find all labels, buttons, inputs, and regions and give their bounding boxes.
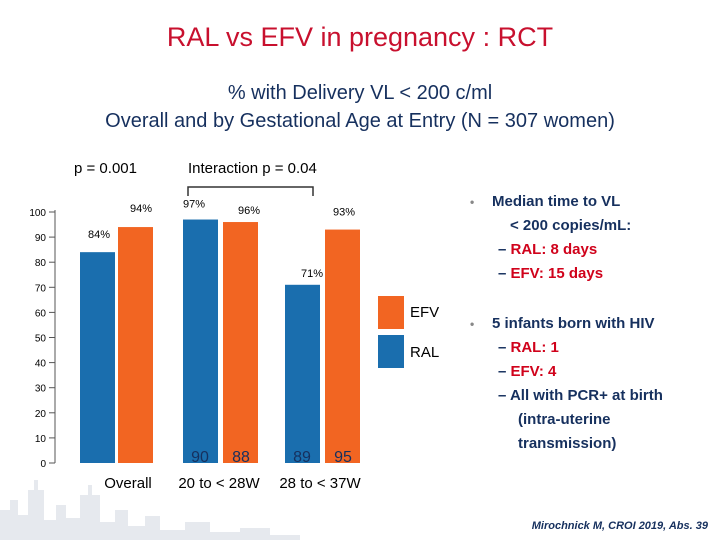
data-label-ral-0: 84%: [88, 229, 110, 241]
count-efv-20-28w: 88: [232, 449, 250, 466]
citation: Mirochnick M, CROI 2019, Abs. 39: [531, 520, 708, 532]
bars: 84% 97% 71% 94% 96% 93%: [80, 199, 360, 463]
skyline-decoration: [0, 480, 300, 540]
legend-label-efv: EFV: [410, 304, 439, 321]
interaction-bracket: [187, 186, 314, 196]
skyline-shape: [0, 480, 300, 540]
category-labels: Overall 20 to < 28W 28 to < 37W: [104, 475, 361, 492]
bar-efv-1: [223, 222, 258, 463]
legend-swatch-efv: [378, 296, 404, 329]
data-label-efv-2: 93%: [333, 207, 355, 219]
p-value-label: p = 0.001: [74, 160, 137, 177]
data-label-efv-0: 94%: [130, 203, 152, 215]
data-label-ral-2: 71%: [301, 268, 323, 280]
count-efv-28-37w: 95: [334, 449, 352, 466]
bullet1-line1: Median time to VL: [492, 193, 621, 210]
bullet2-sub3: – All with PCR+ at birth: [498, 387, 663, 404]
bullet2-sub3-line2: (intra-uterine: [518, 411, 611, 428]
y-tick-label: 10: [35, 434, 47, 445]
y-tick-label: 20: [35, 409, 47, 420]
bullet2-line1: 5 infants born with HIV: [492, 315, 655, 332]
y-tick-label: 50: [35, 334, 47, 345]
bullet2-sub2: – EFV: 4: [498, 363, 557, 380]
bar-efv-0: [118, 227, 153, 463]
legend-swatch-ral: [378, 335, 404, 368]
bracket-line: [187, 186, 314, 196]
y-tick-label: 70: [35, 283, 47, 294]
data-label-efv-1: 96%: [238, 205, 260, 217]
bar-ral-1: [183, 219, 218, 463]
bar-efv-2: [325, 229, 360, 463]
slide-title: RAL vs EFV in pregnancy : RCT: [166, 22, 554, 52]
category-label-28-37w: 28 to < 37W: [279, 475, 361, 492]
bullet2-sub1: – RAL: 1: [498, 339, 559, 356]
legend: EFV RAL: [378, 296, 439, 368]
y-tick-label: 0: [40, 459, 46, 470]
bar-ral-2: [285, 284, 320, 463]
group-counts: 90 88 89 95: [191, 449, 352, 466]
bullet-dot: •: [470, 317, 475, 331]
bullet2-sub3-line3: transmission): [518, 435, 617, 452]
y-tick-label: 30: [35, 384, 47, 395]
y-axis: 0 10 20 30 40 50 60 70 80 90 100: [29, 208, 56, 470]
y-tick-label: 60: [35, 308, 47, 319]
count-ral-20-28w: 90: [191, 449, 209, 466]
y-tick-label: 80: [35, 258, 47, 269]
y-tick-label: 90: [35, 233, 47, 244]
bar-ral-0: [80, 252, 115, 463]
y-tick-label: 40: [35, 359, 47, 370]
chart-subtitle-line2: Overall and by Gestational Age at Entry …: [105, 110, 615, 132]
bullet1-sub1: – RAL: 8 days: [498, 241, 598, 258]
category-label-20-28w: 20 to < 28W: [178, 475, 260, 492]
bullet1-sub2: – EFV: 15 days: [498, 265, 604, 282]
count-ral-28-37w: 89: [293, 449, 311, 466]
legend-label-ral: RAL: [410, 344, 439, 361]
chart-subtitle-line1: % with Delivery VL < 200 c/ml: [227, 82, 493, 104]
bullet1-line2: < 200 copies/mL:: [510, 217, 632, 234]
y-tick-label: 100: [29, 208, 46, 219]
category-label-overall: Overall: [104, 475, 152, 492]
bullet-dot: •: [470, 195, 475, 209]
data-label-ral-1: 97%: [183, 199, 205, 211]
interaction-p-label: Interaction p = 0.04: [188, 160, 317, 177]
